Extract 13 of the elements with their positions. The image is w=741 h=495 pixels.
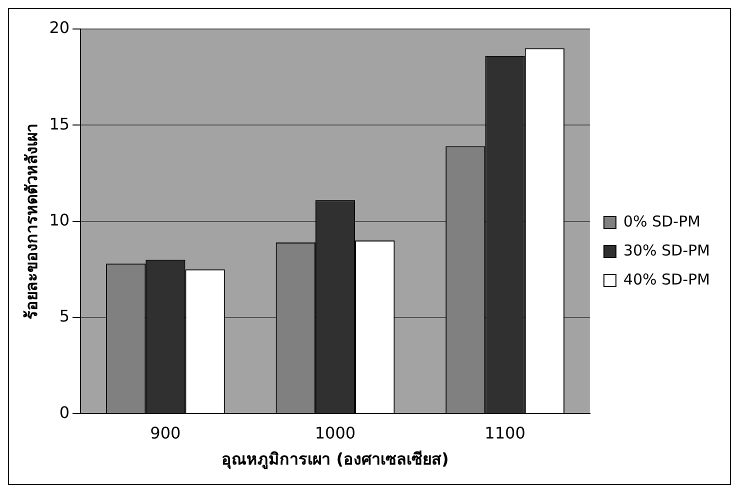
x-tick-label: 900 [150,423,181,442]
y-tick-label: 0 [59,402,70,422]
x-tick-label: 1100 [484,423,526,442]
legend-label: 30% SD-PM [623,241,710,260]
y-tick-label: 20 [49,18,70,38]
legend-label: 40% SD-PM [623,270,710,288]
y-axis-title: ร้อยละของการหดตัวหลังเผา [22,123,41,320]
x-tick-label: 1000 [314,423,356,442]
y-tick-label: 10 [49,210,70,230]
y-tick-label: 15 [49,114,70,134]
legend-label: 0% SD-PM [623,212,700,230]
y-tick-label: 5 [59,306,70,326]
x-axis-title: อุณหภูมิการเผา (องศาเซลเซียส) [222,450,449,471]
